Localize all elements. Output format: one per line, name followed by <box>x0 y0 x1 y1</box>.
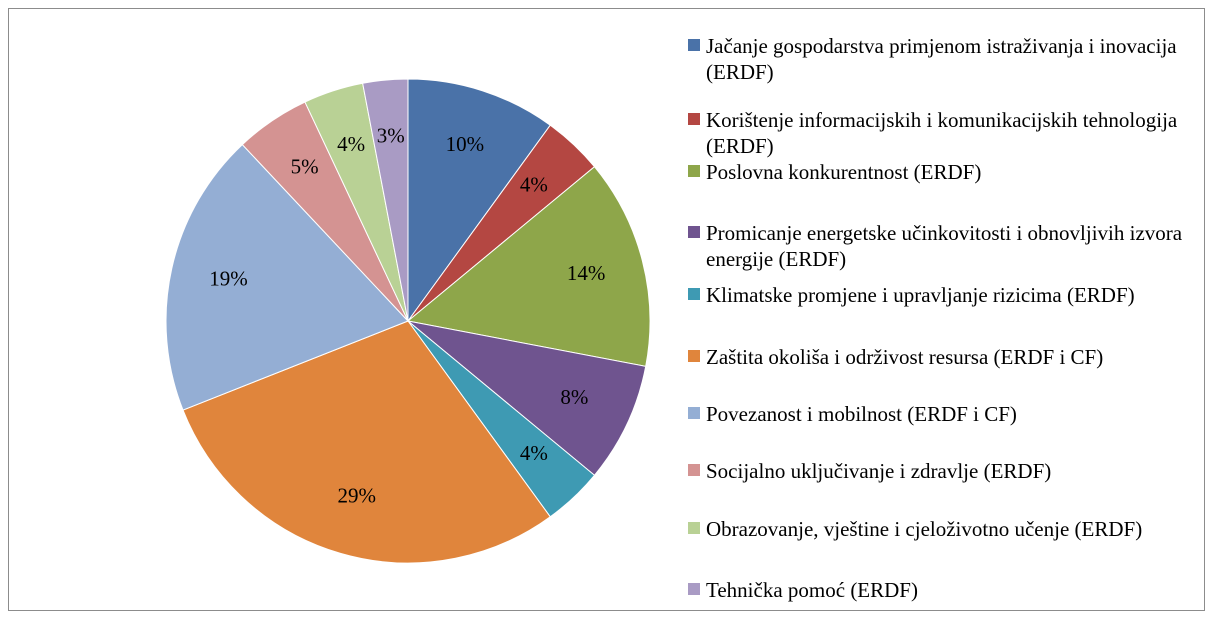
data-label: 4% <box>520 441 548 465</box>
legend-entry: Obrazovanje, vještine i cjeloživotno uče… <box>688 516 1203 542</box>
data-label: 8% <box>560 385 588 409</box>
legend-swatch <box>688 226 700 238</box>
legend-entry: Promicanje energetske učinkovitosti i ob… <box>688 220 1203 272</box>
legend-entry: Poslovna konkurentnost (ERDF) <box>688 159 1203 185</box>
legend-label: Jačanje gospodarstva primjenom istraživa… <box>706 34 1177 84</box>
legend-entry: Povezanost i mobilnost (ERDF i CF) <box>688 401 1203 427</box>
legend-label: Klimatske promjene i upravljanje rizicim… <box>706 283 1135 307</box>
legend-label: Socijalno uključivanje i zdravlje (ERDF) <box>706 459 1052 483</box>
data-label: 3% <box>377 124 405 148</box>
pie-slice <box>182 320 551 564</box>
legend-swatch <box>688 113 700 125</box>
legend-entry: Tehnička pomoć (ERDF) <box>688 577 1203 603</box>
legend-label: Povezanost i mobilnost (ERDF i CF) <box>706 402 1017 426</box>
pie-slice <box>362 78 409 322</box>
data-label: 4% <box>337 132 365 156</box>
data-label: 19% <box>209 267 248 291</box>
legend-swatch <box>688 407 700 419</box>
legend-label: Zaštita okoliša i održivost resursa (ERD… <box>706 345 1104 369</box>
legend-label: Korištenje informacijskih i komunikacijs… <box>706 108 1178 158</box>
legend-entry: Socijalno uključivanje i zdravlje (ERDF) <box>688 458 1203 484</box>
legend-swatch <box>688 583 700 595</box>
legend-label: Tehnička pomoć (ERDF) <box>706 578 918 602</box>
legend-swatch <box>688 522 700 534</box>
legend-swatch <box>688 464 700 476</box>
pie-slice <box>407 78 551 323</box>
data-label: 4% <box>520 173 548 197</box>
legend-label: Poslovna konkurentnost (ERDF) <box>706 160 982 184</box>
data-label: 5% <box>291 155 319 179</box>
chart-frame <box>8 8 1205 611</box>
data-label: 14% <box>567 261 606 285</box>
pie-slice <box>165 143 409 411</box>
data-label: 29% <box>337 483 376 507</box>
legend-entry: Korištenje informacijskih i komunikacijs… <box>688 107 1203 159</box>
legend-entry: Klimatske promjene i upravljanje rizicim… <box>688 282 1203 308</box>
legend-swatch <box>688 39 700 51</box>
legend-swatch <box>688 350 700 362</box>
data-label: 10% <box>446 132 485 156</box>
legend-entry: Jačanje gospodarstva primjenom istraživa… <box>688 33 1203 85</box>
legend-swatch <box>688 288 700 300</box>
pie-slice <box>407 320 647 476</box>
pie-slice <box>406 166 651 367</box>
legend-label: Promicanje energetske učinkovitosti i ob… <box>706 221 1183 271</box>
legend-entry: Zaštita okoliša i održivost resursa (ERD… <box>688 344 1203 370</box>
legend-label: Obrazovanje, vještine i cjeloživotno uče… <box>706 517 1143 541</box>
legend-swatch <box>688 165 700 177</box>
